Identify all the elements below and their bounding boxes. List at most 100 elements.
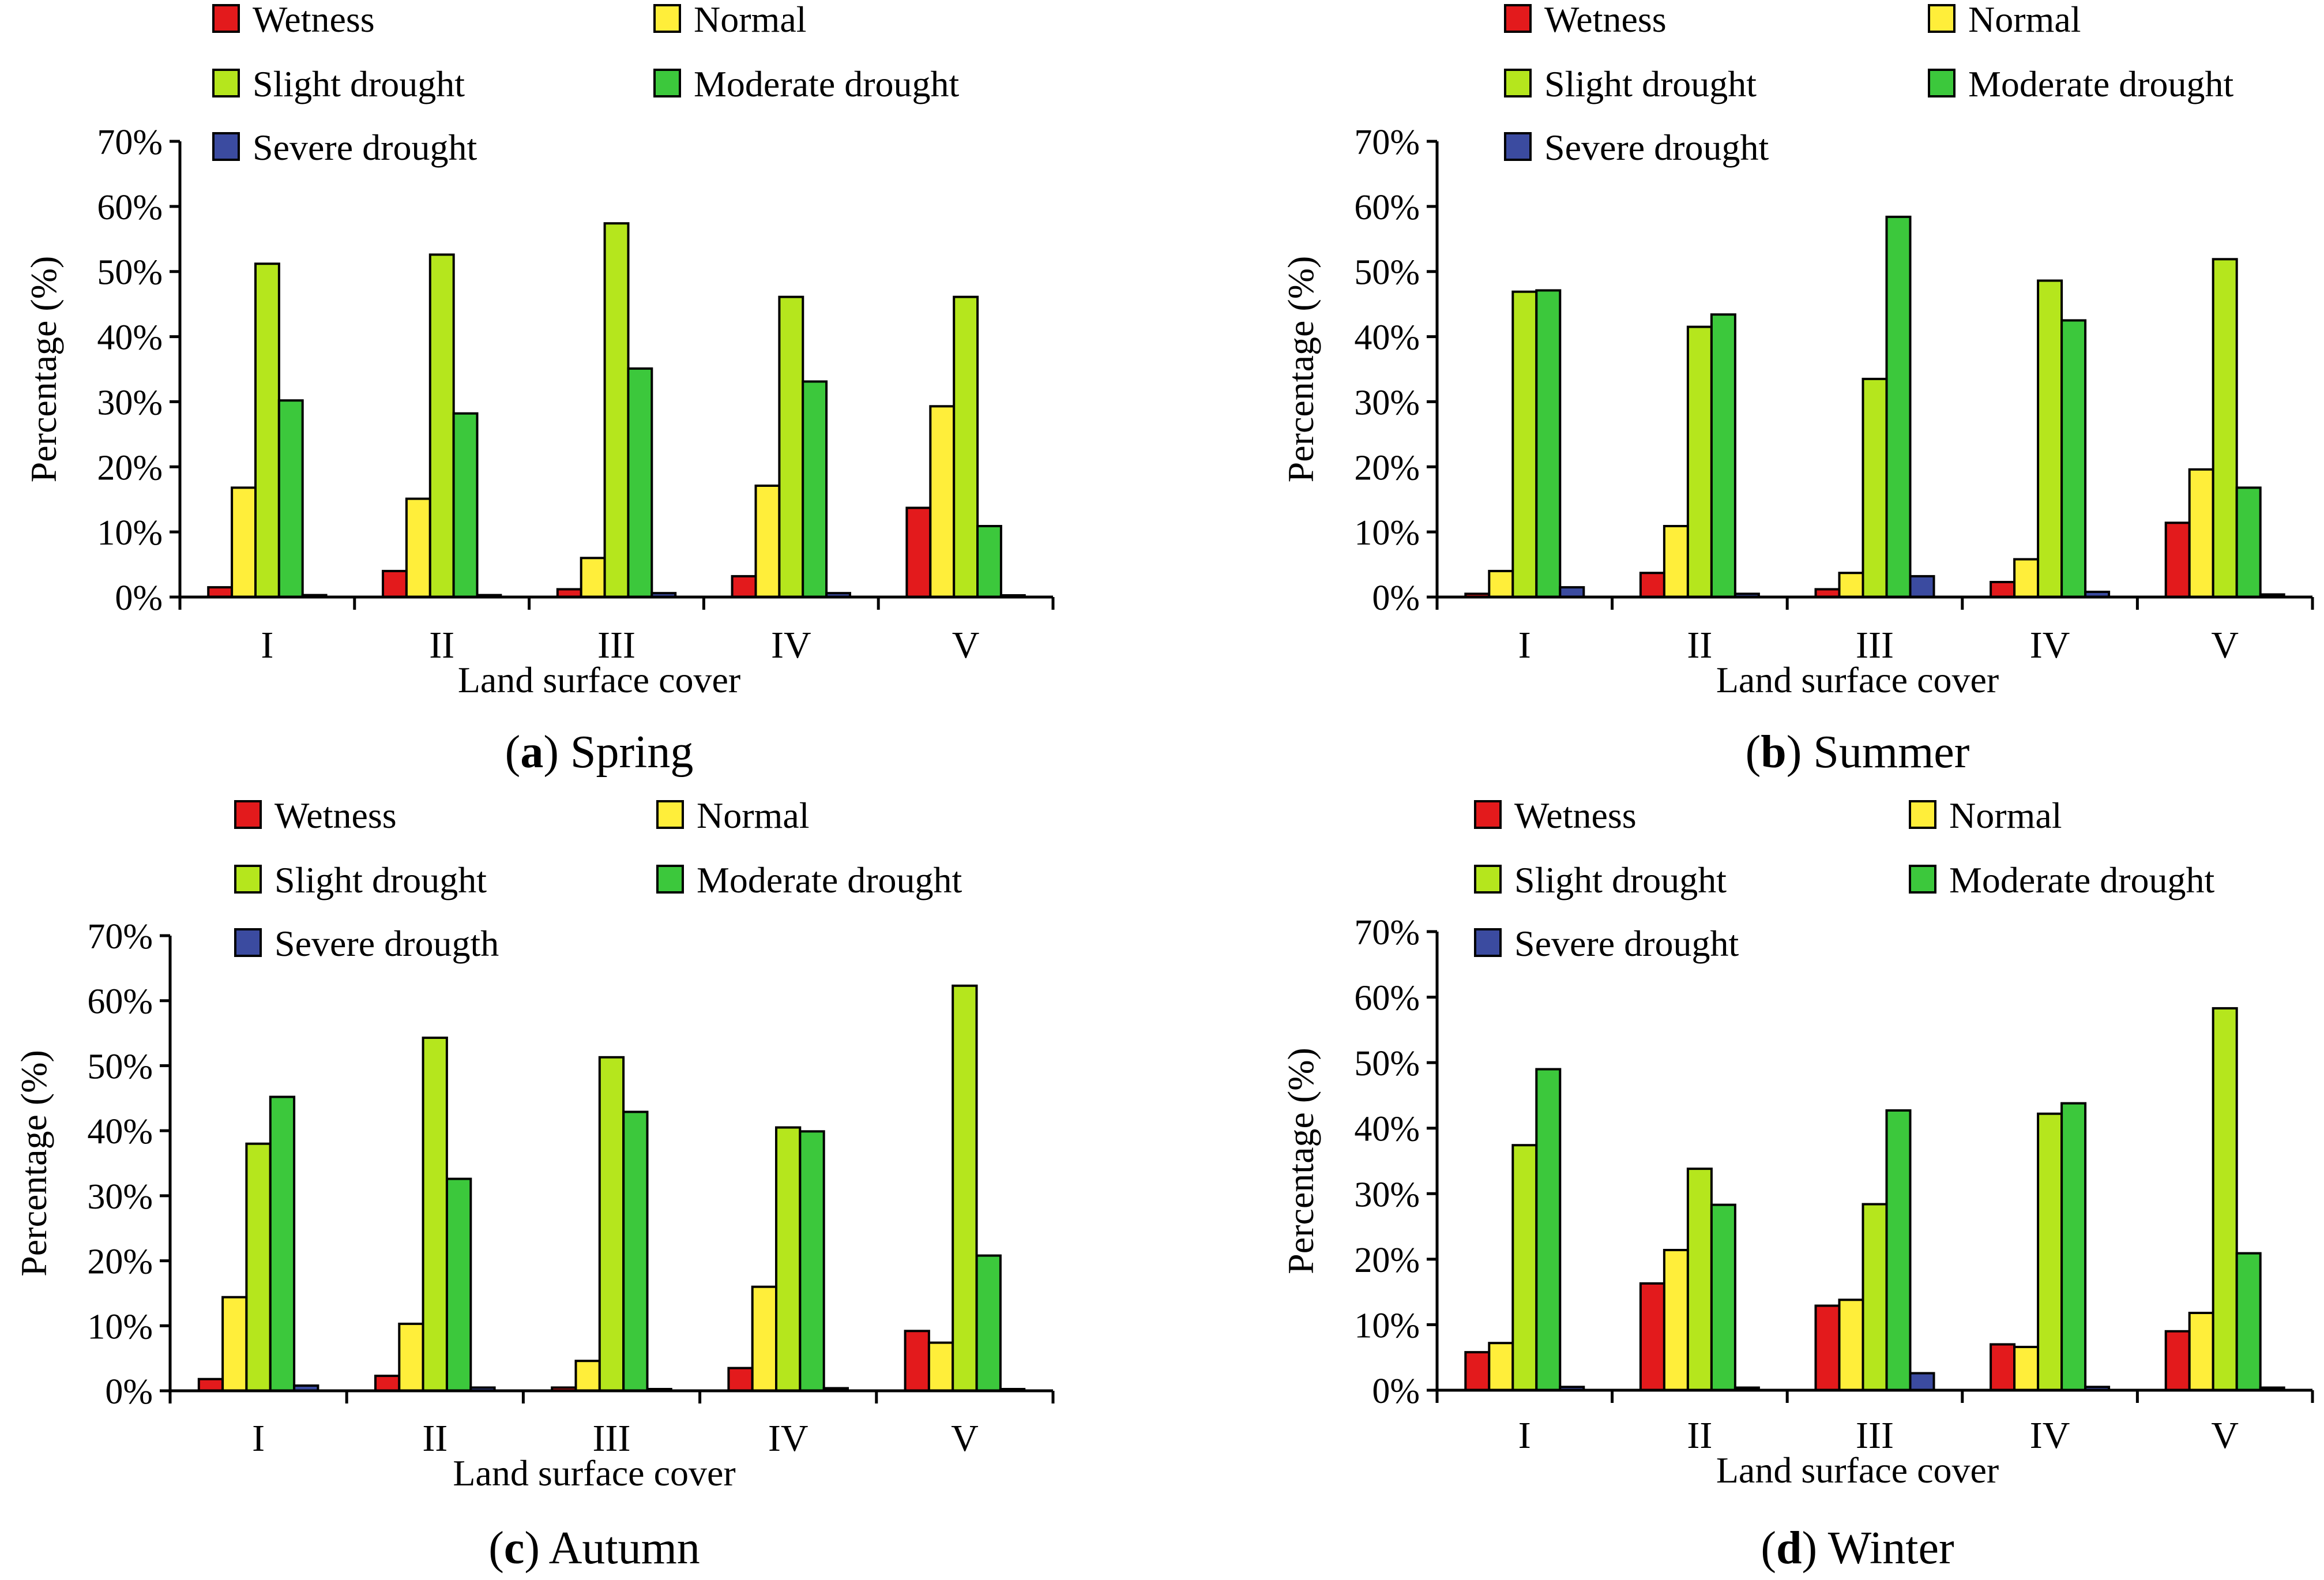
- bar-slight-V: [952, 984, 978, 1393]
- legend-item-slight: Slight drought: [212, 63, 465, 104]
- legend-item-normal: Normal: [656, 795, 810, 836]
- bar-slight-I: [1511, 290, 1538, 598]
- bar-normal-I: [1488, 1342, 1514, 1391]
- bar-slight-V: [2212, 258, 2238, 598]
- x-category-label: IV: [768, 1417, 808, 1459]
- y-tick-label: 50%: [1354, 253, 1420, 292]
- legend-item-moderate: Moderate drought: [1928, 63, 2234, 104]
- y-tick-label: 40%: [97, 318, 163, 358]
- legend-label: Wetness: [1544, 0, 1667, 40]
- legend-item-moderate: Moderate drought: [656, 860, 962, 900]
- x-category-label: III: [1856, 1414, 1894, 1457]
- bar-normal-I: [231, 486, 257, 599]
- bar-slight-II: [422, 1037, 448, 1392]
- x-category-label: III: [597, 624, 635, 666]
- y-tick-label: 10%: [97, 513, 163, 553]
- bar-moderate-I: [277, 399, 304, 598]
- bar-wetness-I: [197, 1378, 224, 1392]
- bar-wetness-II: [1639, 1282, 1665, 1391]
- bar-normal-II: [398, 1322, 424, 1392]
- bar-wetness-V: [905, 506, 932, 599]
- legend-swatch: [656, 800, 684, 829]
- bar-moderate-III: [1885, 215, 1912, 598]
- legend-item-severe: Severe drougth: [234, 923, 499, 964]
- bar-moderate-V: [975, 1254, 1002, 1393]
- legend-label: Slight drought: [274, 860, 487, 900]
- x-category-label: V: [952, 624, 980, 666]
- x-category-label: IV: [2030, 624, 2070, 666]
- legend-label: Wetness: [253, 0, 375, 40]
- legend-label: Normal: [1949, 795, 2062, 836]
- y-tick-label: 60%: [1354, 188, 1420, 227]
- legend-item-moderate: Moderate drought: [653, 63, 960, 104]
- y-axis-title: Percentage (%): [1280, 256, 1321, 483]
- legend-label: Moderate drought: [697, 860, 962, 900]
- legend-label: Moderate drought: [694, 63, 960, 104]
- legend-label: Normal: [697, 795, 810, 836]
- legend-item-severe: Severe drought: [1474, 923, 1739, 964]
- bar-moderate-V: [976, 525, 1002, 598]
- x-axis-title: Land surface cover: [453, 1453, 735, 1493]
- bar-normal-III: [1838, 572, 1864, 599]
- x-category-label: IV: [771, 624, 811, 666]
- bar-normal-III: [1838, 1298, 1864, 1392]
- legend-swatch: [1909, 865, 1936, 894]
- y-tick-label: 20%: [1354, 1241, 1420, 1280]
- legend-swatch: [1504, 132, 1532, 161]
- bar-slight-III: [1862, 377, 1888, 599]
- bar-normal-II: [1663, 1249, 1689, 1391]
- bar-normal-V: [2188, 468, 2214, 598]
- legend-swatch: [653, 4, 681, 33]
- bar-normal-V: [2188, 1312, 2214, 1391]
- bar-moderate-I: [1535, 289, 1562, 598]
- panel-caption: (a) Spring: [505, 727, 694, 778]
- legend-swatch: [1474, 928, 1502, 957]
- bar-severe-III: [1909, 575, 1935, 599]
- bar-wetness-V: [2164, 521, 2191, 598]
- y-tick-label: 10%: [1354, 1306, 1420, 1345]
- legend-label: Wetness: [274, 795, 397, 836]
- y-tick-label: 60%: [1354, 979, 1420, 1018]
- bar-slight-IV: [2037, 1112, 2063, 1391]
- legend-item-normal: Normal: [1928, 0, 2081, 40]
- legend-item-wetness: Wetness: [234, 795, 397, 836]
- y-tick-label: 30%: [1354, 383, 1420, 422]
- bar-moderate-IV: [802, 380, 828, 599]
- y-tick-label: 0%: [115, 579, 163, 618]
- bar-wetness-IV: [1990, 581, 2016, 598]
- bar-moderate-II: [1710, 313, 1736, 598]
- y-tick-label: 50%: [97, 253, 163, 292]
- y-tick-label: 0%: [105, 1372, 153, 1412]
- x-category-label: I: [1518, 1414, 1531, 1457]
- legend-swatch: [653, 69, 681, 97]
- legend-item-normal: Normal: [653, 0, 807, 40]
- legend-item-wetness: Wetness: [212, 0, 375, 40]
- bar-normal-V: [929, 405, 956, 598]
- y-axis-title: Percentage (%): [13, 1050, 54, 1277]
- legend-label: Moderate drought: [1968, 63, 2234, 104]
- legend-label: Slight drought: [1544, 63, 1757, 104]
- x-category-label: II: [429, 624, 454, 666]
- bar-normal-II: [1663, 525, 1689, 598]
- legend-label: Normal: [1968, 0, 2081, 40]
- legend-swatch: [212, 69, 240, 97]
- legend-swatch: [212, 132, 240, 161]
- x-category-label: II: [1687, 624, 1712, 666]
- bar-wetness-II: [1639, 572, 1665, 599]
- x-category-label: V: [2211, 624, 2239, 666]
- y-tick-label: 40%: [1354, 318, 1420, 358]
- bar-slight-II: [1686, 1168, 1713, 1391]
- bar-wetness-II: [374, 1375, 401, 1393]
- x-category-label: I: [261, 624, 273, 666]
- legend-label: Moderate drought: [1949, 860, 2215, 900]
- panel-caption: (d) Winter: [1761, 1523, 1954, 1574]
- legend-swatch: [1909, 800, 1936, 829]
- legend-swatch: [234, 928, 262, 957]
- bar-normal-III: [580, 557, 606, 598]
- y-tick-label: 40%: [87, 1112, 153, 1151]
- bar-wetness-I: [1464, 1351, 1491, 1392]
